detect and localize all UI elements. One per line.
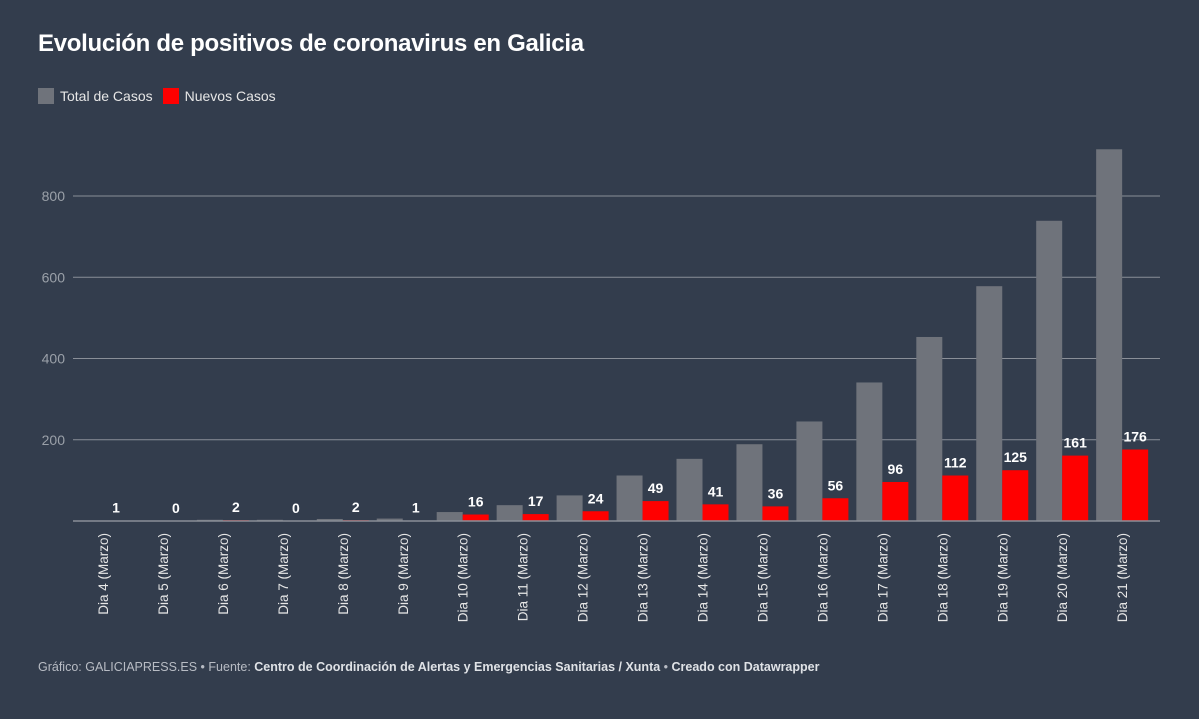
bar-total — [556, 495, 583, 521]
footer-sep: • — [660, 660, 672, 674]
x-tick-label: Dia 6 (Marzo) — [216, 533, 231, 615]
y-tick-label: 200 — [42, 432, 66, 448]
bar-total — [856, 382, 883, 521]
bar-nuevos — [1122, 449, 1149, 521]
bar-nuevos — [1002, 470, 1029, 521]
data-label: 56 — [828, 477, 844, 493]
legend-label-total: Total de Casos — [60, 88, 153, 104]
x-tick-label: Dia 12 (Marzo) — [576, 533, 591, 622]
legend-item-nuevos: Nuevos Casos — [162, 88, 276, 104]
bar-total — [676, 458, 703, 521]
data-label: 176 — [1123, 429, 1147, 445]
data-label: 2 — [232, 499, 240, 515]
x-tick-label: Dia 7 (Marzo) — [276, 533, 291, 615]
data-label: 16 — [468, 494, 484, 510]
bar-total — [316, 518, 343, 521]
bar-total — [496, 505, 523, 521]
data-label: 161 — [1064, 435, 1088, 451]
footer-prefix: Gráfico: GALICIAPRESS.ES • Fuente: — [38, 660, 255, 674]
x-tick-label: Dia 11 (Marzo) — [516, 533, 531, 621]
data-label: 2 — [352, 499, 360, 515]
bar-nuevos — [1062, 455, 1089, 521]
data-label: 0 — [172, 500, 180, 516]
data-label: 49 — [648, 480, 664, 496]
data-label: 1 — [112, 500, 120, 516]
x-tick-label: Dia 15 (Marzo) — [755, 533, 770, 622]
x-tick-label: Dia 13 (Marzo) — [636, 533, 651, 622]
data-label: 1 — [412, 500, 420, 516]
data-label: 0 — [292, 500, 300, 516]
x-tick-label: Dia 5 (Marzo) — [156, 533, 171, 615]
x-tick-label: Dia 10 (Marzo) — [456, 533, 471, 622]
bar-nuevos — [762, 506, 789, 521]
bar-total — [976, 286, 1003, 521]
data-label: 17 — [528, 493, 544, 509]
bar-total — [376, 518, 403, 521]
bar-nuevos — [582, 511, 609, 521]
legend-label-nuevos: Nuevos Casos — [184, 88, 276, 104]
legend-swatch-nuevos — [162, 88, 179, 104]
bar-total — [916, 336, 943, 521]
bar-nuevos — [522, 514, 549, 521]
bar-nuevos — [822, 498, 849, 521]
bar-nuevos — [642, 501, 669, 521]
bar-nuevos — [702, 504, 729, 521]
x-tick-label: Dia 20 (Marzo) — [1055, 533, 1070, 622]
bar-total — [736, 444, 763, 521]
bar-total — [796, 421, 823, 521]
footer: Gráfico: GALICIAPRESS.ES • Fuente: Centr… — [38, 660, 819, 674]
x-tick-label: Dia 8 (Marzo) — [336, 533, 351, 615]
x-tick-label: Dia 16 (Marzo) — [815, 533, 830, 622]
bar-total — [1036, 220, 1063, 521]
x-tick-label: Dia 4 (Marzo) — [96, 533, 111, 615]
x-tick-label: Dia 17 (Marzo) — [875, 533, 890, 622]
legend-item-total: Total de Casos — [38, 88, 153, 104]
x-tick-label: Dia 19 (Marzo) — [995, 533, 1010, 622]
data-label: 125 — [1004, 449, 1028, 465]
bar-total — [616, 475, 643, 521]
legend: Total de Casos Nuevos Casos — [38, 88, 286, 104]
x-tick-label: Dia 14 (Marzo) — [696, 533, 711, 622]
data-label: 24 — [588, 490, 604, 506]
x-tick-label: Dia 9 (Marzo) — [396, 533, 411, 615]
data-label: 36 — [768, 485, 784, 501]
bar-nuevos — [462, 514, 489, 521]
footer-credit: Creado con Datawrapper — [671, 660, 820, 674]
bar-nuevos — [942, 475, 969, 521]
legend-swatch-total — [38, 88, 54, 104]
bar-nuevos — [882, 482, 909, 521]
bar-total — [436, 512, 463, 521]
y-tick-label: 600 — [42, 269, 66, 285]
bar-total — [1096, 149, 1123, 521]
y-tick-label: 800 — [42, 188, 66, 204]
y-tick-label: 400 — [42, 351, 66, 367]
data-label: 112 — [944, 455, 967, 471]
x-tick-label: Dia 18 (Marzo) — [935, 533, 950, 622]
data-label: 96 — [888, 461, 904, 477]
chart-title: Evolución de positivos de coronavirus en… — [38, 30, 584, 57]
footer-source: Centro de Coordinación de Alertas y Emer… — [254, 660, 661, 674]
x-tick-label: Dia 21 (Marzo) — [1115, 533, 1130, 622]
data-label: 41 — [708, 483, 724, 499]
